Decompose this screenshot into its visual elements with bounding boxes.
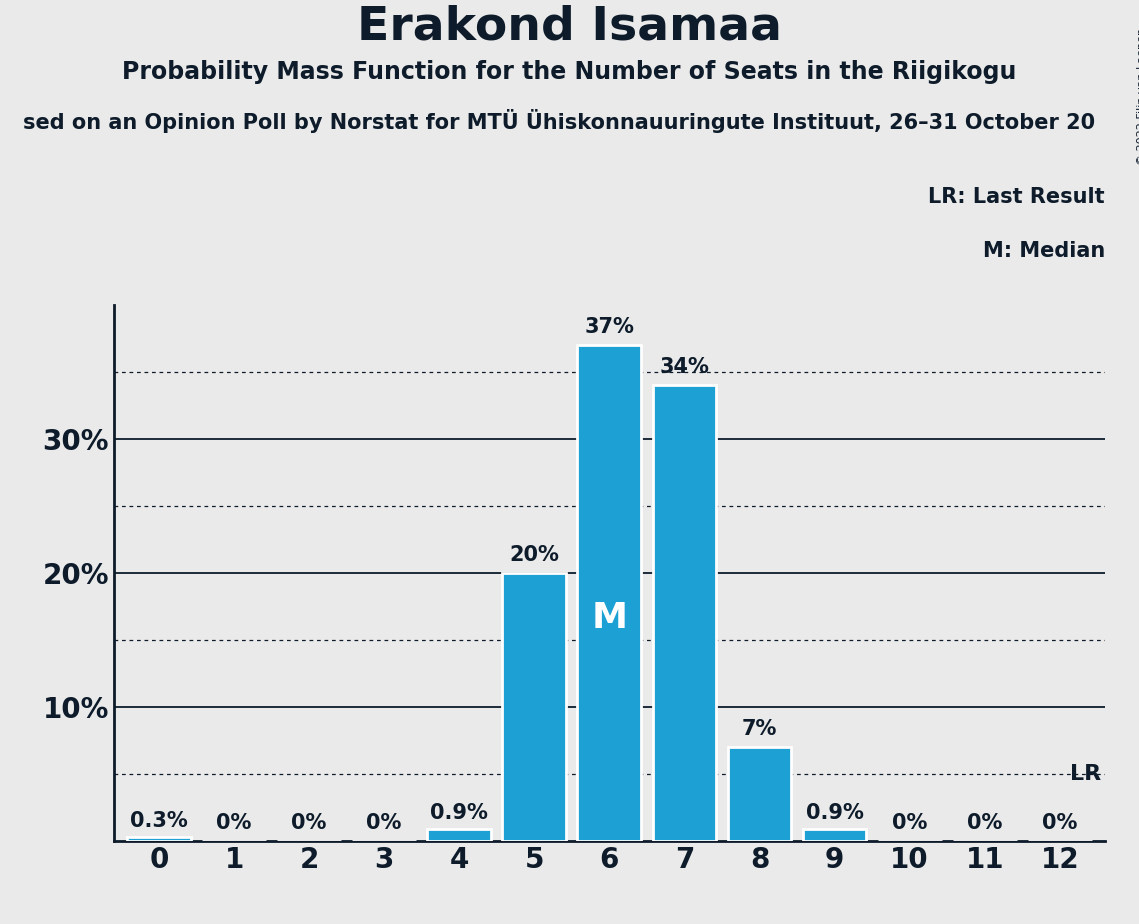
Bar: [803, 829, 867, 841]
Text: 20%: 20%: [509, 545, 559, 565]
Text: 0%: 0%: [967, 813, 1002, 833]
Bar: [502, 573, 566, 841]
Text: 0%: 0%: [1042, 813, 1077, 833]
Text: 7%: 7%: [741, 719, 777, 739]
Text: LR: LR: [1070, 764, 1101, 784]
Bar: [728, 747, 792, 841]
Text: sed on an Opinion Poll by Norstat for MTÜ Ühiskonnauuringute Instituut, 26–31 Oc: sed on an Opinion Poll by Norstat for MT…: [23, 109, 1095, 133]
Text: LR: Last Result: LR: Last Result: [928, 187, 1105, 207]
Text: 0%: 0%: [216, 813, 252, 833]
Text: © 2022 Filip van Laenen: © 2022 Filip van Laenen: [1137, 28, 1139, 164]
Text: Probability Mass Function for the Number of Seats in the Riigikogu: Probability Mass Function for the Number…: [122, 60, 1017, 84]
Text: 0.9%: 0.9%: [431, 804, 489, 823]
Text: 37%: 37%: [584, 317, 634, 337]
Text: 0%: 0%: [367, 813, 402, 833]
Text: 0.9%: 0.9%: [805, 804, 863, 823]
Text: M: M: [591, 601, 628, 635]
Bar: [128, 837, 191, 841]
Bar: [577, 346, 641, 841]
Text: 0.3%: 0.3%: [130, 811, 188, 832]
Text: Erakond Isamaa: Erakond Isamaa: [357, 5, 782, 50]
Bar: [427, 829, 491, 841]
Bar: [653, 385, 716, 841]
Text: M: Median: M: Median: [983, 240, 1105, 261]
Text: 0%: 0%: [292, 813, 327, 833]
Text: 0%: 0%: [892, 813, 927, 833]
Text: 34%: 34%: [659, 358, 710, 377]
